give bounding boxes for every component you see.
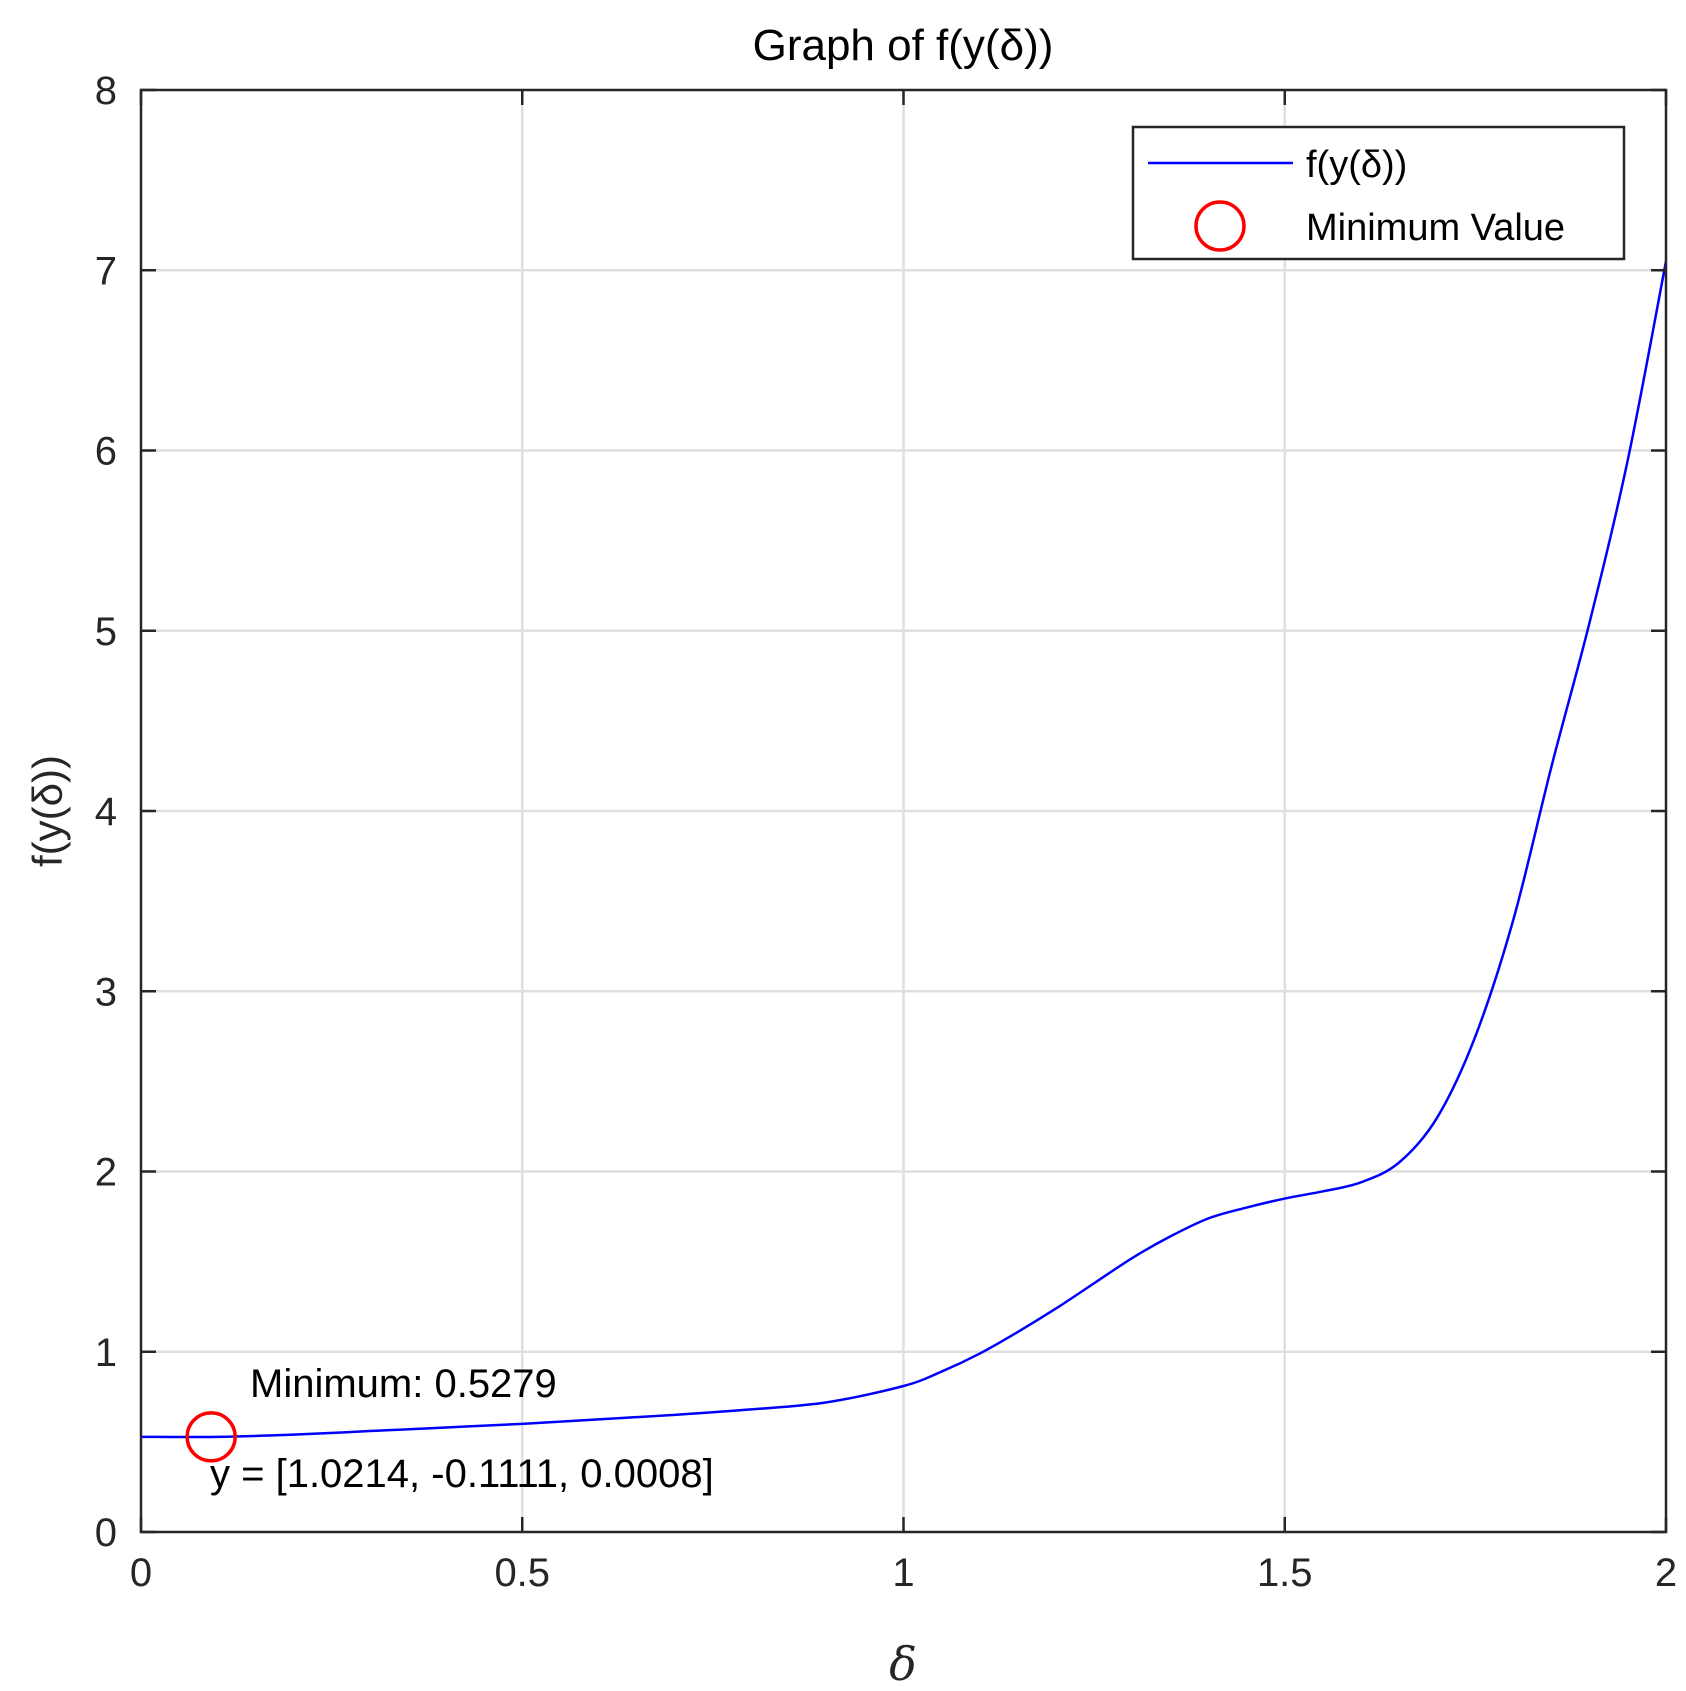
tick-labels: 0 0.5 1 1.5 2 0 1 2 3 4 5 6 7 8 [95, 69, 1677, 1595]
y-tick-label: 5 [95, 610, 117, 654]
legend-entry-minimum: Minimum Value [1306, 207, 1565, 249]
y-tick-label: 0 [95, 1511, 117, 1555]
legend: f(y(δ)) Minimum Value [1131, 125, 1626, 261]
x-tick-label: 1.5 [1257, 1551, 1313, 1595]
x-tick-label: 0 [130, 1551, 152, 1595]
minimum-annotation: Minimum: 0.5279 [250, 1362, 557, 1406]
y-tick-label: 4 [95, 790, 117, 834]
y-tick-label: 3 [95, 970, 117, 1014]
chart-title: Graph of f(y(δ)) [753, 21, 1054, 70]
x-tick-label: 0.5 [494, 1551, 550, 1595]
y-tick-label: 1 [95, 1331, 117, 1375]
minimum-marker [185, 1411, 237, 1463]
grid [141, 90, 1666, 1532]
ticks [139, 88, 1668, 1534]
y-vector-annotation: y = [1.0214, -0.1111, 0.0008] [210, 1452, 714, 1496]
y-tick-label: 6 [95, 430, 117, 474]
x-tick-label: 1 [892, 1551, 914, 1595]
y-tick-label: 8 [95, 69, 117, 113]
legend-marker-swatch [1194, 200, 1246, 252]
y-axis-label: f(y(δ)) [24, 755, 71, 867]
series-line-f-y-delta [140, 261, 1668, 1439]
legend-entry-series: f(y(δ)) [1306, 144, 1407, 186]
x-tick-label: 2 [1655, 1551, 1677, 1595]
y-tick-label: 2 [95, 1151, 117, 1195]
y-tick-label: 7 [95, 249, 117, 293]
legend-box [1131, 125, 1626, 261]
x-axis-label: δ [889, 1637, 917, 1691]
series-layer [140, 261, 1668, 1463]
